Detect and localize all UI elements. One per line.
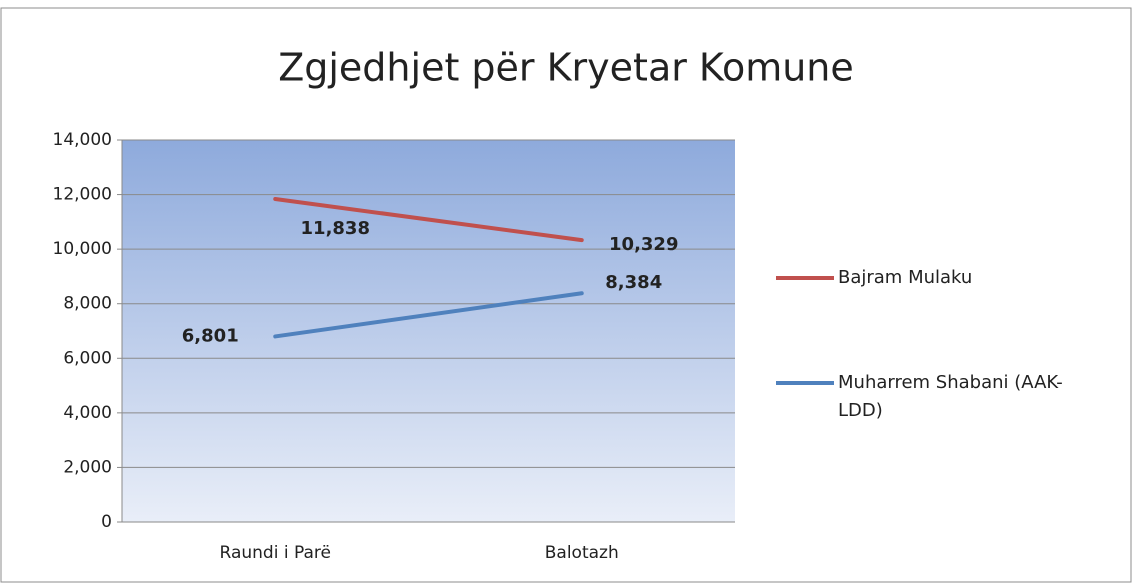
- y-tick-label: 0: [101, 512, 112, 532]
- legend-label: Muharrem Shabani (AAK-LDD): [838, 372, 1063, 421]
- y-tick-label: 6,000: [63, 348, 112, 368]
- data-label: 11,838: [301, 218, 370, 239]
- legend-label: Bajram Mulaku: [838, 267, 973, 288]
- data-label: 6,801: [182, 325, 239, 346]
- data-label: 8,384: [605, 272, 662, 293]
- y-tick-label: 12,000: [53, 185, 112, 205]
- y-tick-label: 8,000: [63, 294, 112, 314]
- x-tick-label: Raundi i Parë: [220, 543, 331, 563]
- series-line: [273, 291, 584, 339]
- plot-area: [122, 140, 735, 522]
- series-line: [273, 196, 584, 243]
- x-tick-label: Balotazh: [545, 543, 619, 563]
- y-tick-label: 2,000: [63, 457, 112, 477]
- data-label: 10,329: [609, 234, 678, 255]
- y-tick-label: 14,000: [53, 130, 112, 150]
- chart-title: Zgjedhjet për Kryetar Komune: [278, 46, 854, 90]
- y-tick-label: 4,000: [63, 403, 112, 423]
- y-tick-label: 10,000: [53, 239, 112, 259]
